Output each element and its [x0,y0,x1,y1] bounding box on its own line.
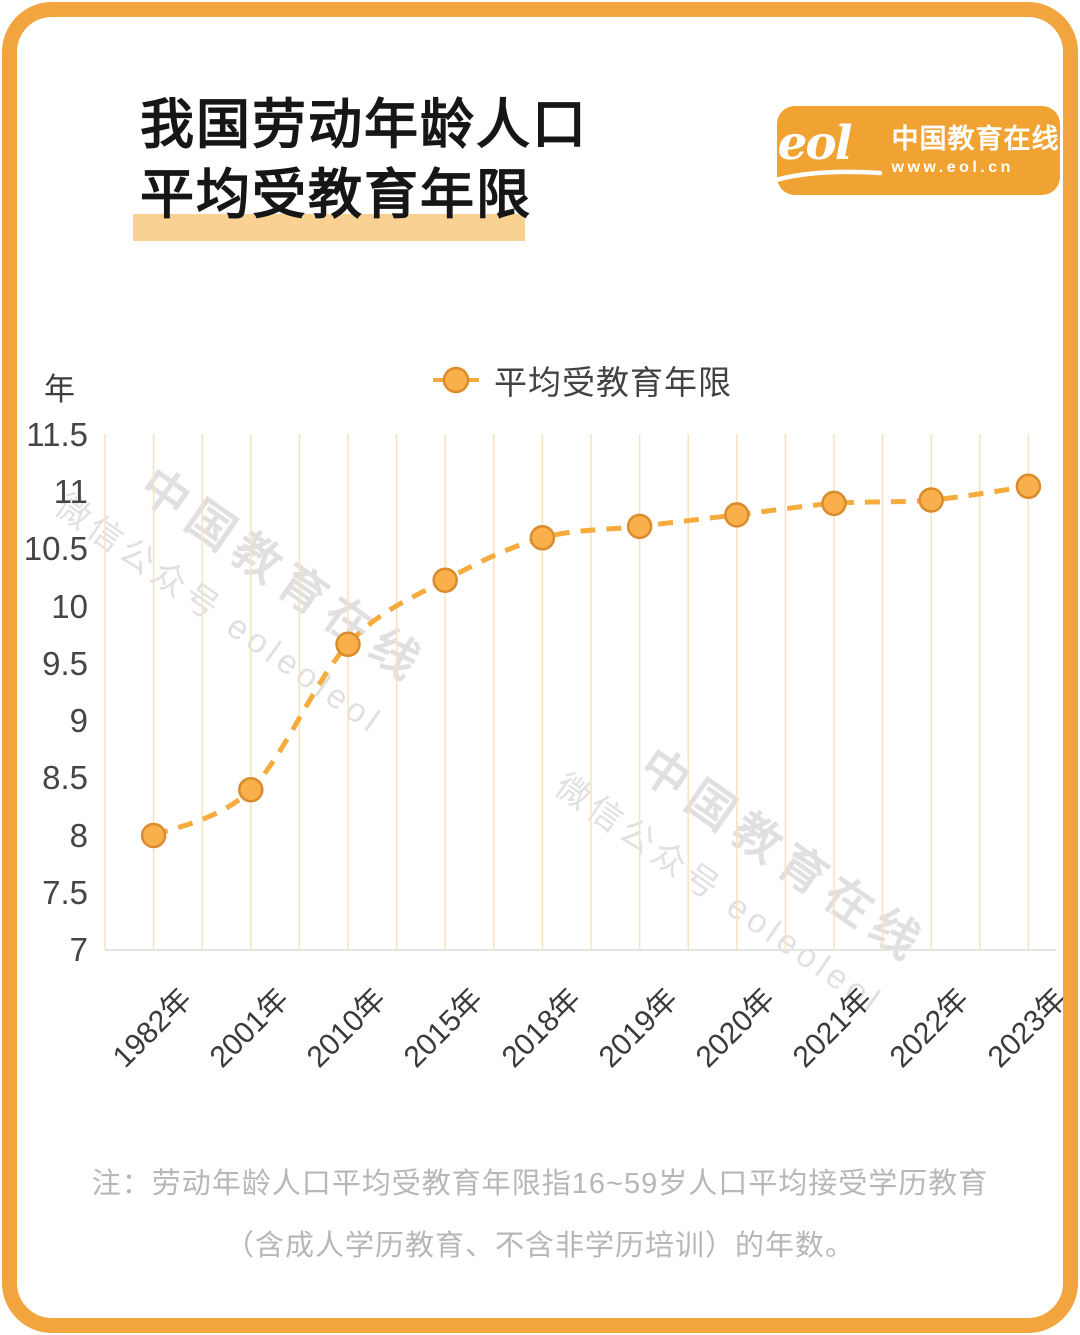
data-point-marker [335,631,361,658]
eol-logo: eol 中国教育在线 www.eol.cn [773,106,1060,195]
data-point-marker [238,776,264,803]
data-line [152,483,1029,838]
data-point-marker [1015,473,1042,500]
y-axis-tick-label: 10 [51,587,88,625]
data-point-marker [821,490,847,517]
y-axis-tick-label: 8 [69,816,88,854]
data-point-marker [432,567,458,593]
page-title: 我国劳动年龄人口 平均受教育年限 [140,90,588,230]
legend-label: 平均受教育年限 [494,364,732,401]
y-axis-tick-label: 10.5 [23,530,88,568]
eol-logo-mark-icon: eol [773,115,882,183]
page-title-line1: 我国劳动年龄人口 [140,95,588,155]
data-point-marker [918,487,944,513]
logo-company-name: 中国教育在线 [891,123,1060,154]
y-axis-tick-label: 11.5 [26,415,88,453]
y-axis-unit-label: 年 [44,372,75,407]
data-point-marker [140,822,167,849]
y-axis-tick-label: 8.5 [42,759,88,797]
data-point-marker [724,502,750,528]
y-axis-tick-label: 9 [69,702,88,739]
eol-logo-text: eol [777,115,853,171]
title-highlight-bar [133,214,525,241]
chart-legend: 平均受教育年限 [431,356,732,404]
y-axis-tick-label: 7.5 [42,873,88,911]
y-axis-tick-label: 11 [53,473,88,510]
eol-swoosh-icon [773,169,882,182]
page-title-line2: 平均受教育年限 [140,165,532,225]
legend-line-marker-icon [433,366,479,394]
logo-website-url: www.eol.cn [891,158,1014,176]
footnote-line1: 注：劳动年龄人口平均受教育年限指16~59岁人口平均接受学历教育 [91,1168,989,1200]
data-point-marker [529,525,556,551]
y-axis-tick-label: 7 [69,931,88,968]
y-axis-tick-label: 9.5 [42,644,88,682]
data-point-marker [626,513,653,540]
eol-logo-wordmark: 中国教育在线 www.eol.cn [891,123,1060,176]
footnote-line2: （含成人学历教育、不含非学历培训）的年数。 [224,1230,855,1262]
